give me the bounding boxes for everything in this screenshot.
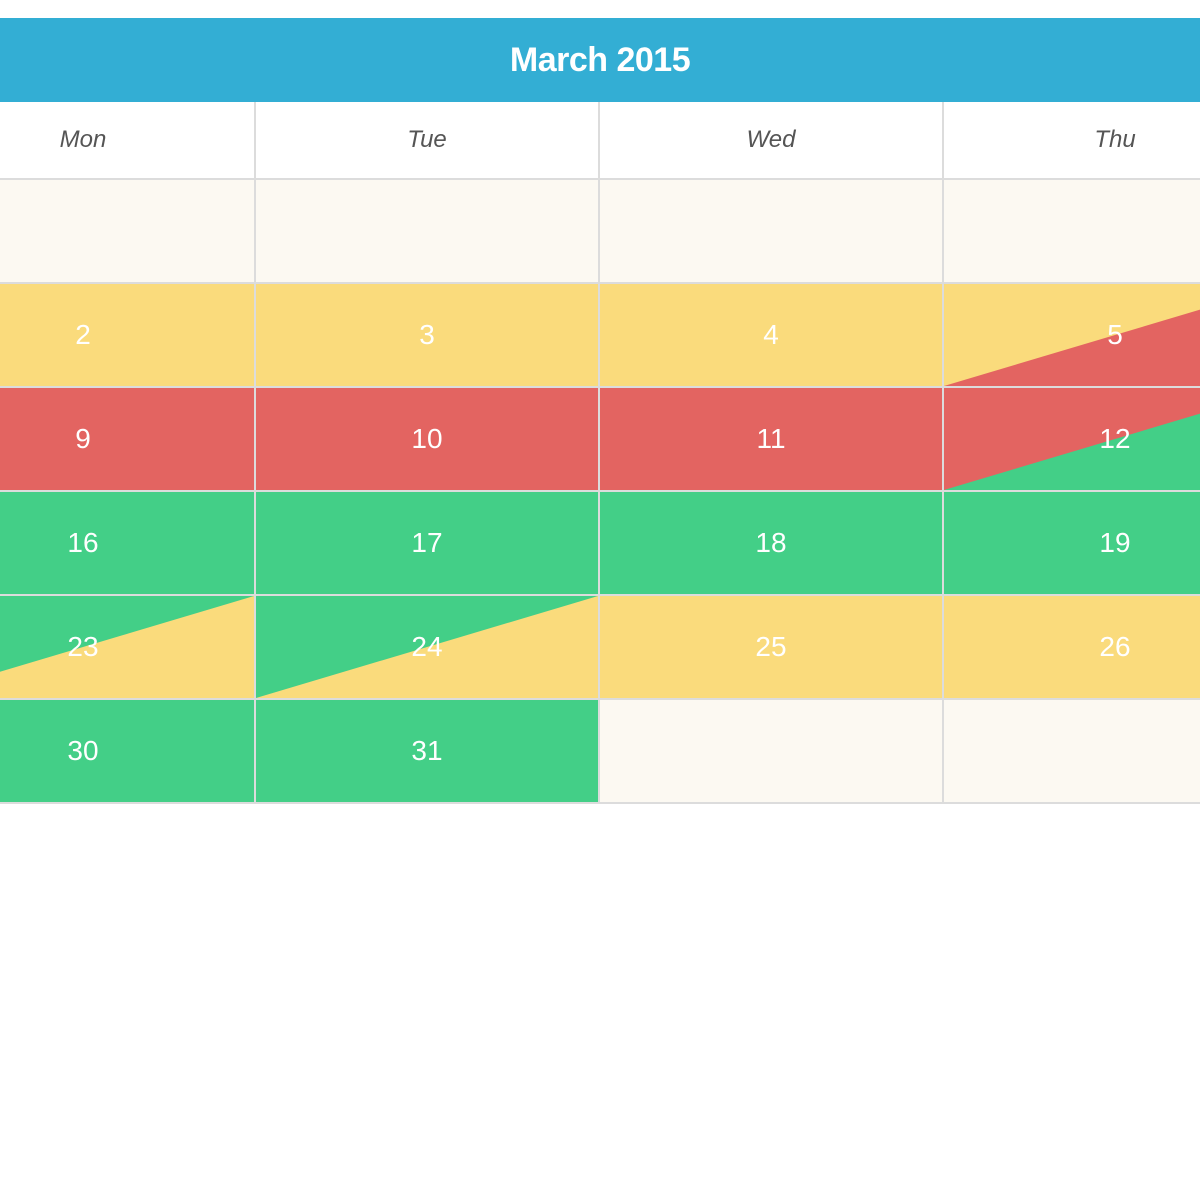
week-row: 234567: [0, 284, 1200, 388]
day-cell-3[interactable]: 3: [256, 284, 600, 386]
week-row: 30 31: [0, 700, 1200, 804]
day-cell-5[interactable]: 5: [944, 284, 1200, 386]
day-cell-4[interactable]: 4: [600, 284, 944, 386]
day-cell-empty: [600, 700, 944, 802]
day-number: 26: [1099, 631, 1131, 662]
day-cell-17[interactable]: 17: [256, 492, 600, 594]
day-number: 18: [755, 527, 787, 558]
day-number: 31: [411, 735, 443, 766]
day-split-shade: [0, 596, 254, 698]
day-number: 10: [411, 423, 443, 454]
day-number: 12: [1099, 423, 1131, 454]
day-cell-empty: [256, 180, 600, 282]
day-cell-18[interactable]: 18: [600, 492, 944, 594]
day-number: 9: [75, 423, 91, 454]
weekday-mon: Mon: [0, 102, 256, 178]
day-cell-23[interactable]: 23: [0, 596, 256, 698]
calendar: March 2015 MonTueWedThuFriSat 2345679101…: [0, 18, 1200, 804]
week-row: 232425262728: [0, 596, 1200, 700]
weekday-tue: Tue: [256, 102, 600, 178]
day-number: 19: [1099, 527, 1131, 558]
day-number: 24: [411, 631, 443, 662]
day-number: 11: [756, 423, 786, 454]
day-cell-empty: [600, 180, 944, 282]
day-number: 4: [763, 319, 779, 350]
day-number: 30: [67, 735, 99, 766]
day-split-shade: [256, 596, 598, 698]
week-row: [0, 180, 1200, 284]
week-row: 91011121314: [0, 388, 1200, 492]
day-cell-25[interactable]: 25: [600, 596, 944, 698]
weekday-header-row: MonTueWedThuFriSat: [0, 102, 1200, 180]
day-number: 16: [67, 527, 99, 558]
day-cell-empty: [944, 700, 1200, 802]
day-cell-10[interactable]: 10: [256, 388, 600, 490]
day-number: 5: [1107, 319, 1123, 350]
day-split-shade: [944, 309, 1200, 386]
day-cell-9[interactable]: 9: [0, 388, 256, 490]
week-row: 161718192021: [0, 492, 1200, 596]
day-cell-empty: [944, 180, 1200, 282]
day-cell-11[interactable]: 11: [600, 388, 944, 490]
day-cell-empty: [0, 180, 256, 282]
day-cell-2[interactable]: 2: [0, 284, 256, 386]
day-number: 3: [419, 319, 435, 350]
month-title: March 2015: [0, 18, 1200, 102]
day-number: 17: [411, 527, 443, 558]
day-cell-26[interactable]: 26: [944, 596, 1200, 698]
day-cell-24[interactable]: 24: [256, 596, 600, 698]
day-number: 2: [75, 319, 91, 350]
calendar-grid: 2345679101112131416171819202123242526272…: [0, 180, 1200, 804]
day-number: 25: [755, 631, 787, 662]
day-split-shade: [944, 413, 1200, 490]
day-number: 23: [67, 631, 99, 662]
day-cell-16[interactable]: 16: [0, 492, 256, 594]
weekday-wed: Wed: [600, 102, 944, 178]
day-cell-19[interactable]: 19: [944, 492, 1200, 594]
day-cell-30[interactable]: 30: [0, 700, 256, 802]
weekday-thu: Thu: [944, 102, 1200, 178]
day-cell-31[interactable]: 31: [256, 700, 600, 802]
day-cell-12[interactable]: 12: [944, 388, 1200, 490]
